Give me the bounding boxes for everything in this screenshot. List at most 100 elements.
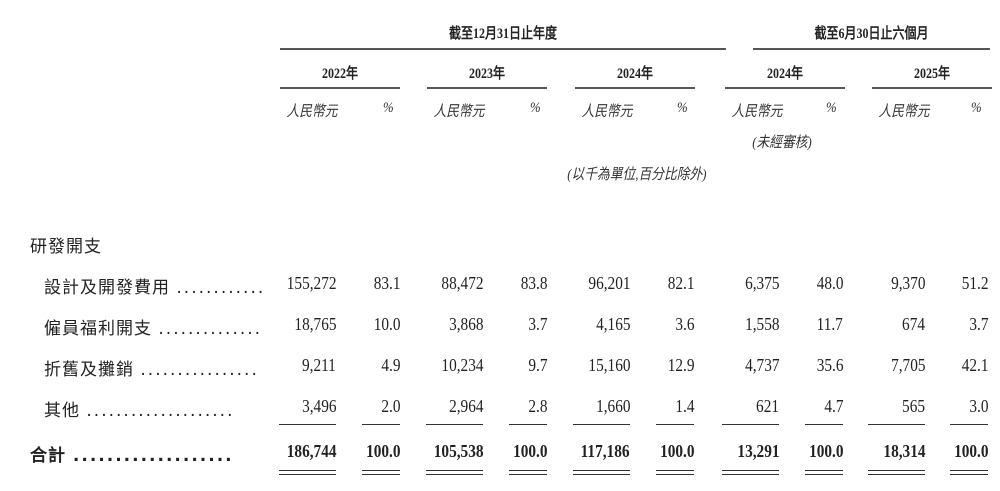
leader-dots: ..............: [158, 319, 263, 339]
percent-cell: 51.2: [961, 273, 988, 293]
currency-label: 人民幣元: [286, 104, 338, 120]
amount-cell: 4,737: [744, 355, 779, 375]
total-double-rule: [279, 470, 336, 475]
percent-label: %: [676, 100, 688, 116]
percent-cell: 1.4: [674, 396, 694, 416]
percent-cell: 100.0: [808, 441, 843, 461]
unit-note: (以千為單位,百分比除外): [567, 167, 707, 183]
total-double-rule: [805, 470, 843, 475]
row-label-text: 僱員福利開支: [44, 319, 152, 339]
row-label: 其他 ....................: [44, 396, 234, 421]
row-label: 折舊及攤銷 ................: [44, 355, 259, 380]
percent-cell: 83.8: [520, 273, 547, 293]
row-label: 僱員福利開支 ..............: [44, 314, 262, 339]
percent-cell: 100.0: [659, 441, 694, 461]
year-header: 2024年: [766, 66, 803, 82]
percent-cell: 3.7: [527, 314, 547, 334]
divider: [280, 87, 400, 89]
amount-cell: 15,160: [587, 355, 630, 375]
amount-cell: 9,370: [890, 273, 925, 293]
row-label: 設計及開發費用 ............: [44, 273, 265, 298]
percent-label: %: [382, 100, 394, 116]
percent-cell: 100.0: [512, 441, 547, 461]
row-label-text: 設計及開發費用: [44, 278, 170, 298]
divider: [427, 87, 547, 89]
amount-cell: 88,472: [440, 273, 483, 293]
currency-label: 人民幣元: [878, 104, 930, 120]
total-double-rule: [509, 470, 547, 475]
total-double-rule: [722, 470, 779, 475]
percent-cell: 100.0: [953, 441, 988, 461]
percent-cell: 2.8: [527, 396, 547, 416]
percent-cell: 9.7: [527, 355, 547, 375]
year-header: 2025年: [913, 66, 950, 82]
leader-dots: ............: [176, 278, 266, 298]
total-double-rule: [426, 470, 483, 475]
section-title: 研發開支: [30, 237, 102, 257]
amount-cell: 2,964: [448, 396, 483, 416]
leader-dots: ................: [140, 360, 259, 380]
row-label-text: 合計: [30, 446, 66, 466]
amount-cell: 18,314: [882, 441, 925, 461]
percent-label: %: [970, 100, 982, 116]
currency-label: 人民幣元: [433, 104, 485, 120]
total-double-rule: [868, 470, 925, 475]
year-header: 2024年: [616, 66, 653, 82]
subtotal-rule: [426, 424, 483, 425]
amount-cell: 1,558: [744, 314, 779, 334]
year-header: 2022年: [321, 66, 358, 82]
amount-cell: 3,868: [448, 314, 483, 334]
divider: [280, 48, 726, 50]
amount-cell: 105,538: [433, 441, 483, 461]
divider: [575, 87, 695, 89]
percent-cell: 3.0: [968, 396, 988, 416]
percent-cell: 12.9: [667, 355, 694, 375]
unaudited-note: (未經審核): [752, 135, 812, 151]
amount-cell: 96,201: [587, 273, 630, 293]
amount-cell: 565: [902, 396, 925, 416]
amount-cell: 18,765: [293, 314, 336, 334]
subtotal-rule: [868, 424, 925, 425]
subtotal-rule: [656, 424, 694, 425]
amount-cell: 621: [756, 396, 779, 416]
subtotal-rule: [509, 424, 547, 425]
percent-cell: 48.0: [816, 273, 843, 293]
amount-cell: 7,705: [890, 355, 925, 375]
currency-label: 人民幣元: [731, 104, 783, 120]
subtotal-rule: [950, 424, 988, 425]
period-six-months-header: 截至6月30日止六個月: [814, 26, 929, 42]
amount-cell: 10,234: [440, 355, 483, 375]
percent-cell: 2.0: [380, 396, 400, 416]
leader-dots: ....................: [86, 401, 235, 421]
total-double-rule: [656, 470, 694, 475]
amount-cell: 186,744: [286, 441, 336, 461]
divider: [753, 48, 990, 50]
percent-cell: 3.7: [968, 314, 988, 334]
subtotal-rule: [722, 424, 779, 425]
percent-cell: 4.9: [380, 355, 400, 375]
row-label-text: 其他: [44, 401, 80, 421]
amount-cell: 6,375: [744, 273, 779, 293]
amount-cell: 13,291: [736, 441, 779, 461]
percent-cell: 4.7: [823, 396, 843, 416]
subtotal-rule: [362, 424, 400, 425]
divider: [872, 87, 992, 89]
period-full-year-header: 截至12月31日止年度: [448, 26, 557, 42]
amount-cell: 117,186: [581, 441, 630, 461]
percent-label: %: [529, 100, 541, 116]
amount-cell: 3,496: [301, 396, 336, 416]
amount-cell: 4,165: [595, 314, 630, 334]
percent-cell: 42.1: [961, 355, 988, 375]
subtotal-rule: [805, 424, 843, 425]
amount-cell: 9,211: [302, 355, 336, 375]
amount-cell: 155,272: [286, 273, 336, 293]
total-double-rule: [950, 470, 988, 475]
total-double-rule: [362, 470, 400, 475]
year-header: 2023年: [468, 66, 505, 82]
subtotal-rule: [573, 424, 630, 425]
percent-cell: 82.1: [667, 273, 694, 293]
leader-dots: ...................: [72, 446, 234, 466]
total-double-rule: [573, 470, 630, 475]
percent-cell: 35.6: [816, 355, 843, 375]
